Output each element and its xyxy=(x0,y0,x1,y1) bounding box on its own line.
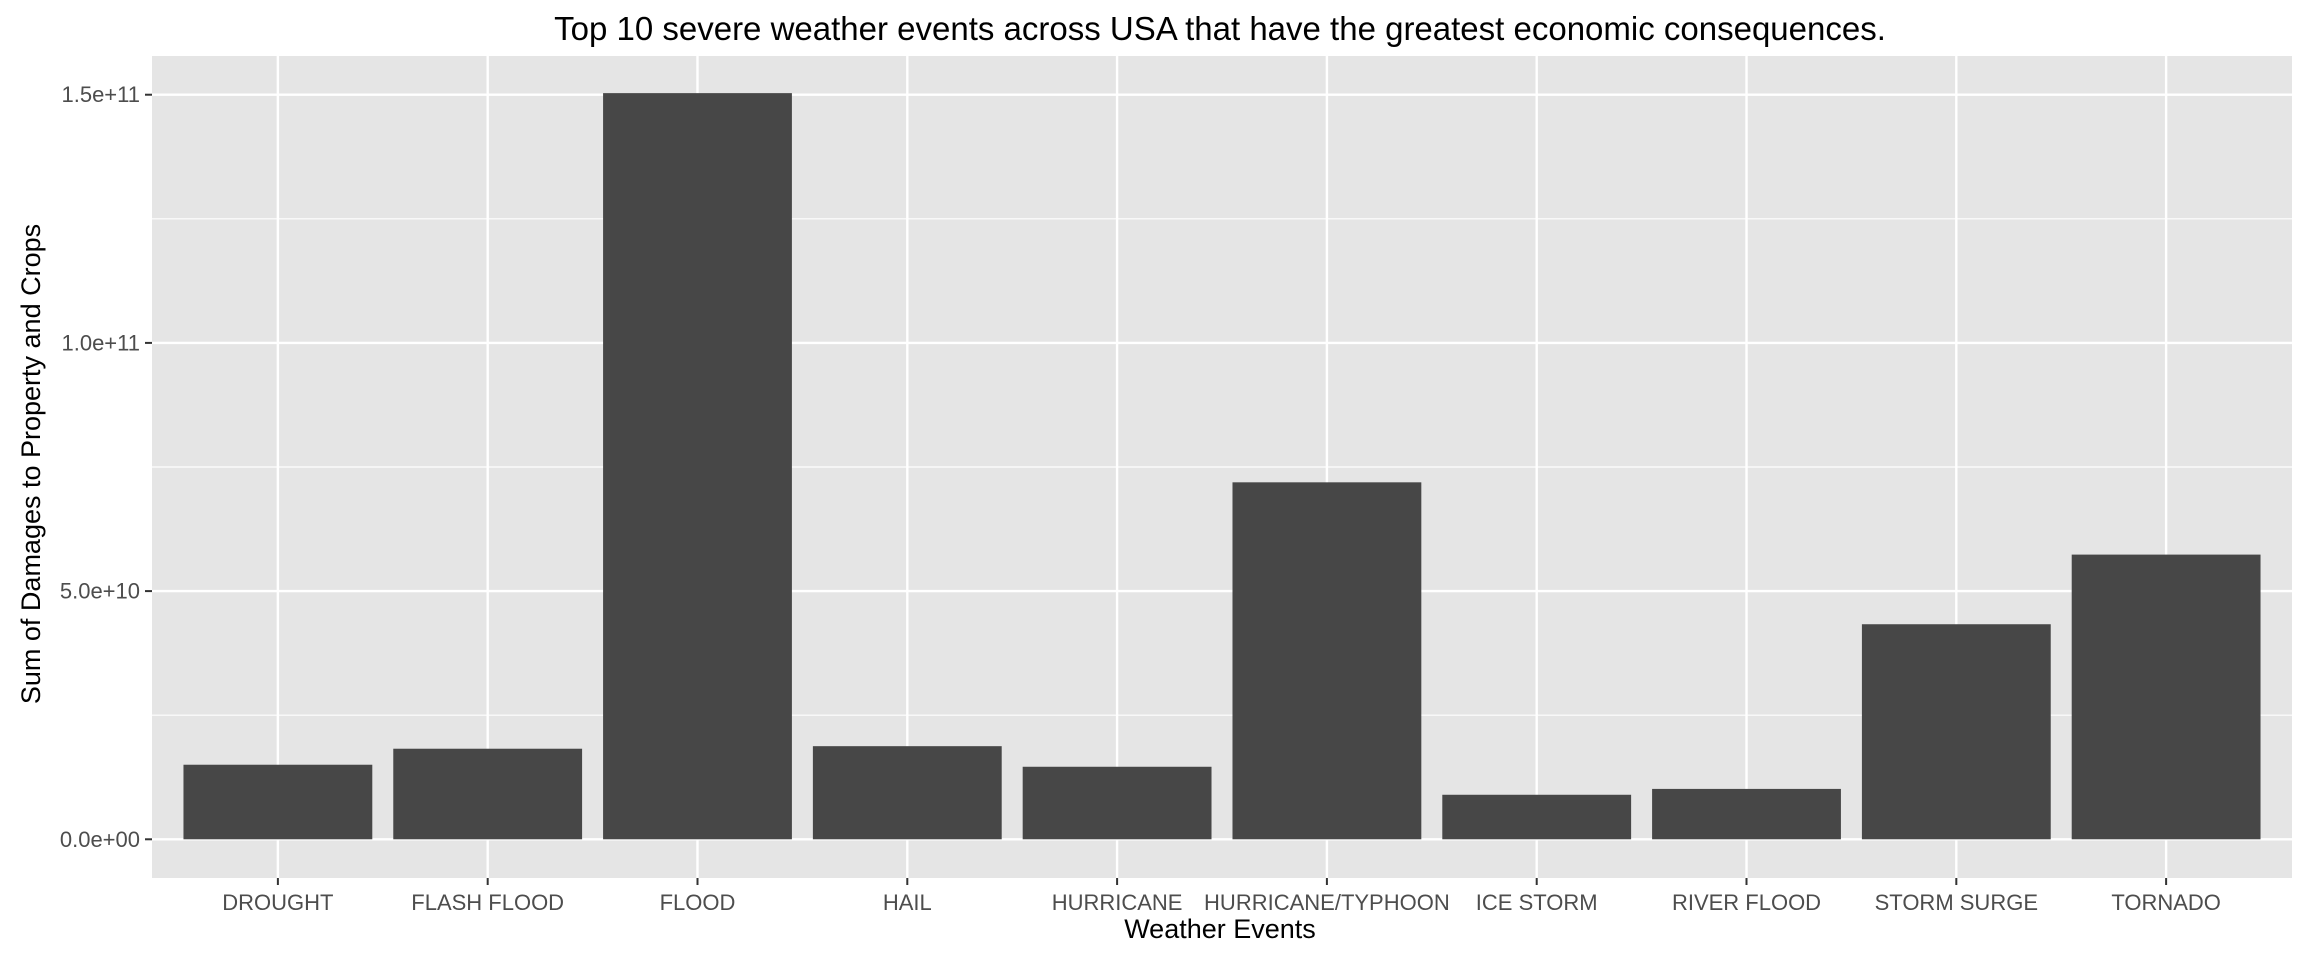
bar-flash-flood xyxy=(393,748,583,840)
bar-drought xyxy=(183,764,373,840)
x-tick-label: HAIL xyxy=(883,890,932,915)
bar-hurricane-typhoon xyxy=(1232,482,1422,840)
x-tick-label: TORNADO xyxy=(2111,890,2221,915)
y-tick-label: 1.0e+11 xyxy=(61,330,140,355)
y-axis-title: Sum of Damages to Property and Crops xyxy=(16,224,46,704)
bar-ice-storm xyxy=(1442,794,1632,840)
y-axis: 0.0e+00 5.0e+10 1.0e+11 1.5e+11 xyxy=(60,82,152,852)
x-tick-label: RIVER FLOOD xyxy=(1672,890,1821,915)
y-tick-label: 1.5e+11 xyxy=(61,82,140,107)
bar-tornado xyxy=(2071,554,2261,840)
x-tick-label: ICE STORM xyxy=(1476,890,1598,915)
chart-title: Top 10 severe weather events across USA … xyxy=(554,10,1886,47)
bar-hurricane xyxy=(1022,766,1212,840)
bar-flood xyxy=(603,93,792,840)
y-tick-label: 5.0e+10 xyxy=(60,579,140,604)
y-tick-label: 0.0e+00 xyxy=(60,827,140,852)
bars xyxy=(183,93,2261,840)
x-tick-label: STORM SURGE xyxy=(1875,890,2038,915)
x-axis: DROUGHT FLASH FLOOD FLOOD HAIL HURRICANE HURR… xyxy=(222,878,2221,915)
x-tick-label: DROUGHT xyxy=(222,890,333,915)
x-axis-title: Weather Events xyxy=(1124,914,1316,944)
x-tick-label: FLOOD xyxy=(660,890,736,915)
bar-river-flood xyxy=(1652,788,1841,840)
x-tick-label: FLASH FLOOD xyxy=(411,890,564,915)
x-tick-label: HURRICANE xyxy=(1052,890,1183,915)
x-tick-label: HURRICANE/TYPHOON xyxy=(1204,890,1450,915)
bar-storm-surge xyxy=(1861,624,2051,840)
bar-hail xyxy=(812,746,1002,840)
